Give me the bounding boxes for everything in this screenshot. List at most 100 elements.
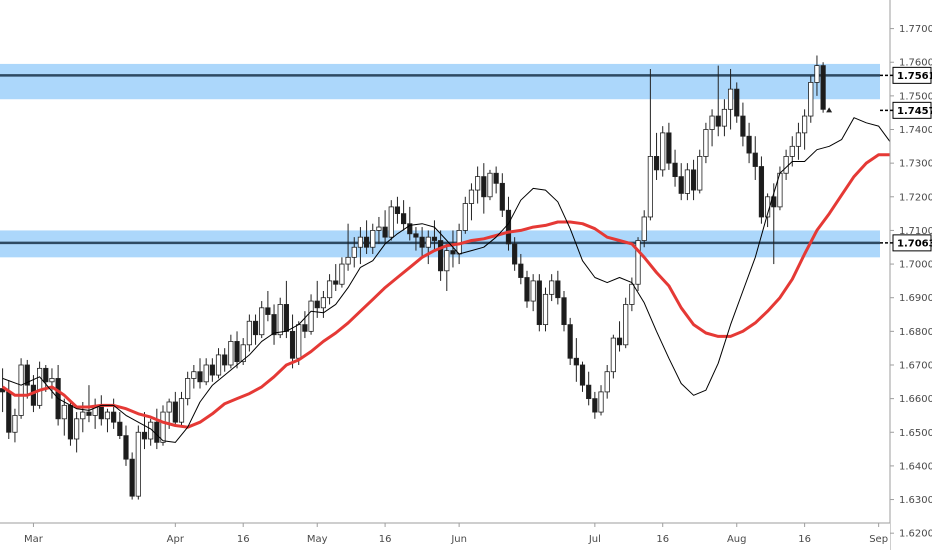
candle-body <box>117 421 123 437</box>
candle-body <box>265 307 271 315</box>
candle-body <box>61 404 67 420</box>
time-tick-label: Jul <box>588 534 601 545</box>
candle-body <box>191 371 197 379</box>
candle-body <box>493 172 499 184</box>
candle-body <box>616 337 623 346</box>
candle-body <box>166 401 172 413</box>
candle-body <box>752 152 758 167</box>
time-tick-label: Jun <box>450 534 467 545</box>
candle-body <box>604 371 610 393</box>
time-tick-label: Apr <box>167 534 185 545</box>
candle-body <box>178 398 185 423</box>
time-tick-label: May <box>307 534 328 545</box>
candle-body <box>610 337 616 373</box>
candle-body <box>123 435 129 460</box>
price-tick-label: 1.63000 <box>899 495 932 506</box>
candle-body <box>419 236 425 248</box>
candle-body <box>598 391 604 413</box>
time-axis[interactable]: MarApr16May16JunJul16Aug16SepOct <box>0 522 932 550</box>
candle-body <box>727 88 734 110</box>
candle-body <box>49 378 55 383</box>
candle-body <box>376 226 382 231</box>
candle-body <box>586 384 592 400</box>
last-price-tag-box <box>892 101 932 119</box>
candle-body <box>98 404 104 420</box>
candle-body <box>549 280 555 295</box>
candle-body <box>425 236 431 248</box>
candle-body <box>475 176 481 191</box>
candle-body <box>104 411 111 420</box>
candle-body <box>795 132 802 147</box>
candle-body <box>326 280 333 299</box>
price-tick-label: 1.68000 <box>899 327 932 338</box>
candle-body <box>536 280 542 326</box>
candle-body <box>690 169 697 191</box>
candle-body <box>363 236 370 248</box>
zone-price-tag-box <box>892 66 932 84</box>
last-price-tag-label: 1.74570 <box>897 106 932 117</box>
candle-body <box>579 364 586 386</box>
candle-body <box>814 65 820 83</box>
candle-body <box>172 401 178 423</box>
candle-body <box>345 256 351 265</box>
candle-body <box>487 172 493 198</box>
zone-price-tag-label: 1.75613 <box>897 71 932 82</box>
last-price-marker <box>826 107 833 113</box>
candle-body <box>382 226 388 238</box>
candle-body <box>203 364 209 383</box>
candle-body <box>141 431 148 440</box>
candle-body <box>524 277 530 302</box>
candle-body <box>302 324 308 332</box>
candle-body <box>783 156 789 174</box>
zone-layer <box>0 63 880 258</box>
candle-body <box>401 213 407 225</box>
candle-body <box>18 364 24 416</box>
candle-body <box>721 108 728 127</box>
price-tick-label: 1.71000 <box>899 226 932 237</box>
price-axis[interactable]: 1.62000 1.63000 1.64000 1.65000 1.66000 1.670… <box>889 0 932 550</box>
candle-body <box>512 243 518 265</box>
last-price-pointer <box>826 107 833 113</box>
time-tick-label: 16 <box>798 534 811 545</box>
zone-price-tag-label: 1.70634 <box>897 238 932 249</box>
candle-body <box>240 344 246 363</box>
candle-body <box>129 458 135 497</box>
price-axis-bg <box>890 0 932 550</box>
candle-body <box>641 216 647 241</box>
candle-body <box>407 223 413 235</box>
candle-body <box>111 411 117 423</box>
candle-body <box>6 391 12 433</box>
candle-body <box>333 280 339 285</box>
price-tick-label: 1.66000 <box>899 394 932 405</box>
candle-body <box>215 354 222 376</box>
candle-body <box>684 169 690 194</box>
time-tick-label: Sep <box>869 534 888 545</box>
price-tick-label: 1.69000 <box>899 293 932 304</box>
candle-body <box>37 367 43 406</box>
candle-body <box>746 135 752 154</box>
candle-body <box>234 341 240 363</box>
candle-body <box>43 367 49 383</box>
candle-body <box>444 250 450 272</box>
candle-body <box>154 421 160 443</box>
candle-body <box>252 320 259 336</box>
zone-price-tag-box <box>892 234 932 252</box>
price-tick-label: 1.77000 <box>899 24 932 35</box>
time-axis-bg <box>0 523 890 550</box>
candle-body <box>222 354 228 366</box>
candle-body <box>67 404 74 440</box>
candle-body <box>339 263 345 285</box>
candle-body <box>289 330 296 359</box>
candle-body <box>802 115 808 134</box>
candle-body <box>481 176 487 198</box>
candle-body <box>160 411 166 443</box>
candle-body <box>320 297 327 309</box>
candle-body <box>808 82 814 117</box>
candle-body <box>438 240 444 272</box>
candle-body <box>573 357 579 366</box>
candle-body <box>518 263 524 278</box>
time-tick-label: 16 <box>379 534 392 545</box>
price-tick-label: 1.64000 <box>899 461 932 472</box>
price-tick-label: 1.70000 <box>899 260 932 271</box>
